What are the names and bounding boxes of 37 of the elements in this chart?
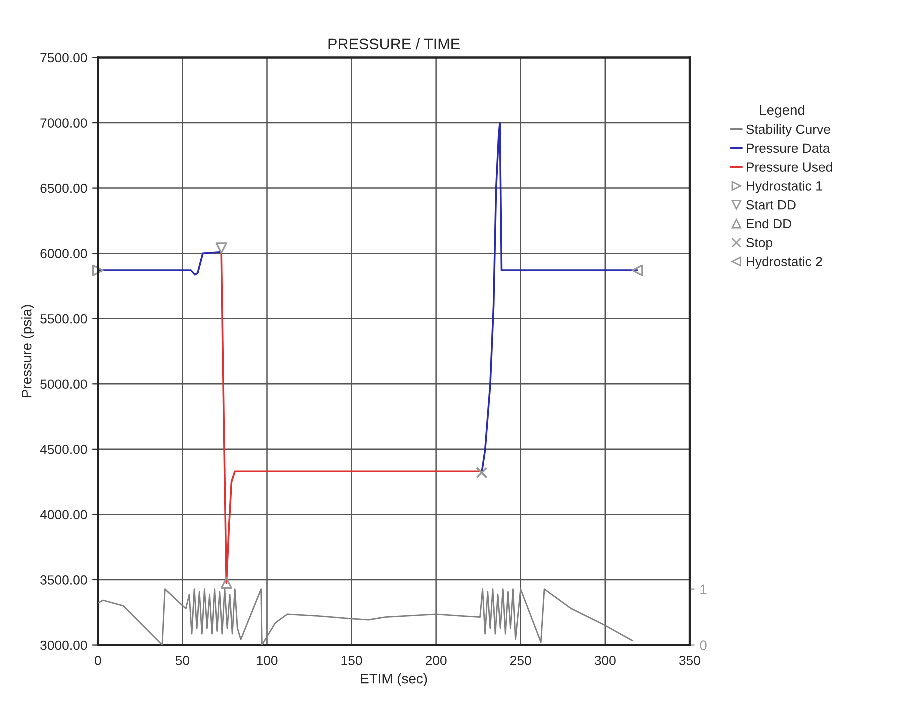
point bbox=[216, 242, 228, 254]
legend-label: Pressure Data bbox=[746, 144, 830, 154]
y-tick-label: 6500.00 bbox=[40, 184, 88, 194]
x-tick-label: 350 bbox=[679, 656, 700, 666]
x-tick-label: 300 bbox=[594, 656, 616, 666]
y2-tick-label: 0 bbox=[700, 640, 707, 650]
legend-label: Stop bbox=[746, 238, 772, 250]
y-axis-title: Pressure (psia) bbox=[22, 305, 35, 398]
x-tick-label: 250 bbox=[510, 656, 532, 666]
x-tick-label: 50 bbox=[176, 656, 190, 666]
legend-title: Legend bbox=[760, 104, 805, 118]
x-axis-title: ETIM (sec) bbox=[361, 674, 428, 686]
y-tick-label: 3000.00 bbox=[40, 640, 88, 650]
y-tick-label: 7000.00 bbox=[40, 118, 88, 128]
y-tick-label: 4500.00 bbox=[40, 444, 88, 454]
point bbox=[632, 264, 644, 276]
y-tick-label: 3500.00 bbox=[40, 576, 88, 585]
y-tick-label: 4000.00 bbox=[40, 510, 88, 520]
x-tick-label: 0 bbox=[95, 656, 102, 666]
x-tick-label: 150 bbox=[342, 656, 362, 666]
y-tick-label: 5000.00 bbox=[40, 380, 88, 390]
x-tick-label: 200 bbox=[426, 656, 447, 666]
y-tick-label: 5500.00 bbox=[40, 314, 88, 324]
legend-label: Hydrostatic 2 bbox=[746, 256, 822, 270]
legend-label: Stability Curve bbox=[746, 124, 830, 137]
point bbox=[476, 467, 488, 479]
y-tick-label: 6000.00 bbox=[40, 249, 88, 258]
legend-label: Start DD bbox=[746, 200, 796, 210]
y-tick-label: 7500.00 bbox=[40, 53, 88, 63]
legend-label: Hydrostatic 1 bbox=[746, 181, 822, 194]
point bbox=[220, 578, 232, 589]
x-tick-label: 100 bbox=[257, 656, 278, 666]
legend-label: Pressure Used bbox=[746, 162, 832, 172]
point bbox=[92, 264, 104, 276]
y2-tick-label: 1 bbox=[700, 584, 707, 594]
legend-label: End DD bbox=[746, 218, 792, 229]
chart-title: PRESSURE / TIME bbox=[328, 38, 460, 50]
